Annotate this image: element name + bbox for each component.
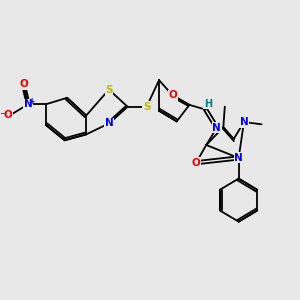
Text: +: + (28, 98, 35, 106)
Text: H: H (204, 99, 212, 109)
Text: N: N (104, 118, 113, 128)
Text: S: S (105, 85, 113, 94)
Text: O: O (4, 110, 13, 121)
Text: S: S (143, 102, 150, 112)
Text: N: N (240, 117, 248, 127)
Text: N: N (212, 123, 221, 133)
Text: −: − (0, 110, 7, 118)
Text: N: N (24, 99, 32, 109)
Text: O: O (192, 158, 201, 168)
Text: O: O (168, 90, 177, 100)
Text: O: O (19, 79, 28, 89)
Text: N: N (234, 153, 243, 163)
